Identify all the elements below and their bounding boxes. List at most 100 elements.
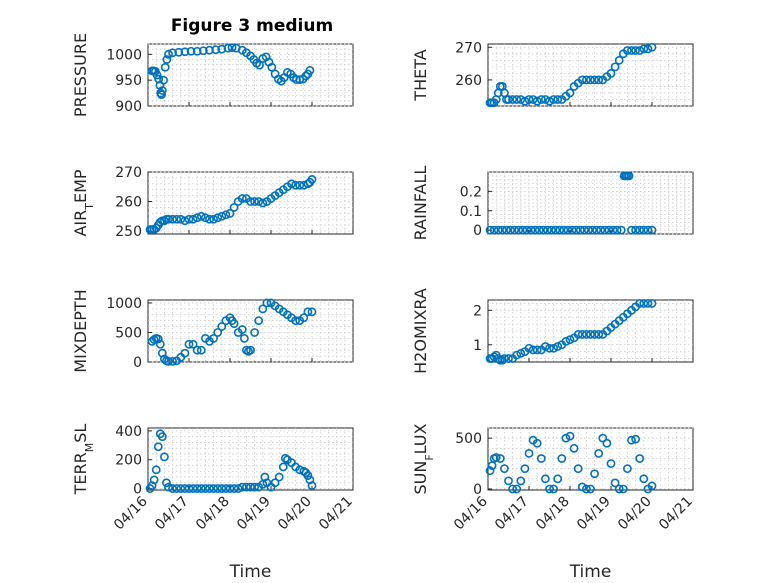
data-point	[545, 96, 554, 106]
data-point	[221, 484, 231, 493]
data-point	[538, 225, 548, 235]
data-point	[627, 225, 636, 235]
data-point	[571, 225, 581, 235]
data-point	[227, 43, 237, 53]
data-point	[209, 214, 218, 224]
data-point	[493, 225, 503, 235]
data-point	[635, 454, 645, 463]
subplot-h2omixra: 1 2 H2OMIXRA	[411, 288, 694, 374]
data-point	[217, 322, 227, 331]
x-tick-label: 04/18	[533, 494, 573, 534]
data-point	[237, 194, 247, 203]
data-point	[606, 459, 616, 468]
data-point	[225, 484, 235, 493]
data-point	[176, 484, 186, 493]
data-point	[164, 482, 173, 492]
data-point	[159, 75, 168, 85]
data-point	[543, 225, 552, 235]
data-point	[549, 95, 558, 104]
data-point	[504, 354, 513, 363]
y-tick-label: 0.2	[460, 184, 482, 200]
data-point	[577, 75, 587, 85]
subplot-terr: 0 200 400 04/16 04/17 04/18 04/19 04/20 04/21 TER…	[71, 424, 356, 582]
y-tick-label: 0	[473, 223, 482, 239]
x-tick-label: 04/18	[193, 494, 233, 534]
data-point	[196, 484, 206, 493]
data-point	[213, 484, 223, 493]
data-point	[579, 225, 589, 235]
y-tick-label: 2	[473, 303, 482, 319]
data-point	[569, 443, 579, 453]
subplot-air: 250 260 270 AIRTEMP	[71, 165, 354, 240]
data-point	[532, 345, 542, 355]
data-point	[233, 484, 243, 493]
data-point	[274, 472, 284, 482]
data-point	[180, 216, 190, 226]
data-point	[551, 225, 561, 235]
data-point	[485, 466, 495, 476]
data-point	[590, 469, 599, 479]
x-axis-label: Time	[569, 562, 612, 582]
data-point	[168, 214, 177, 224]
x-tick-label: 04/17	[492, 494, 532, 534]
y-axis-label: RAINFALL	[411, 166, 430, 241]
data-point	[291, 316, 300, 326]
data-point	[555, 225, 565, 235]
data-point	[241, 482, 251, 492]
data-point	[278, 462, 288, 472]
data-point	[192, 345, 202, 355]
data-point	[198, 46, 208, 56]
data-point	[582, 484, 591, 494]
data-point	[584, 225, 593, 235]
data-point	[532, 96, 542, 106]
data-point	[512, 484, 522, 494]
data-point	[635, 299, 645, 308]
data-point	[573, 330, 583, 339]
data-point	[520, 96, 530, 106]
data-point	[549, 343, 558, 353]
data-point	[196, 345, 206, 355]
data-point	[307, 174, 317, 184]
data-point	[168, 484, 177, 493]
data-point	[217, 211, 227, 221]
data-point	[604, 225, 614, 235]
x-tick-label: 04/21	[316, 494, 356, 534]
data-point	[174, 47, 184, 57]
data-point	[504, 95, 513, 104]
axes-frame	[487, 427, 694, 491]
data-point	[639, 225, 649, 235]
data-point	[582, 330, 591, 339]
data-point	[237, 325, 247, 334]
data-point	[303, 307, 313, 317]
data-point	[567, 225, 577, 235]
data-point	[267, 62, 277, 72]
data-point	[205, 214, 214, 224]
y-axis-label: THETA	[411, 49, 430, 101]
data-point	[495, 454, 505, 463]
data-point	[213, 213, 223, 223]
data-point	[624, 171, 634, 181]
y-tick-label: 1000	[106, 296, 142, 312]
data-point	[586, 75, 595, 85]
data-point	[237, 482, 247, 492]
x-tick-label: 04/21	[656, 494, 696, 534]
data-point	[217, 44, 227, 54]
y-axis-label: TERRMSL	[71, 424, 96, 496]
data-point	[258, 304, 268, 314]
data-point	[592, 225, 602, 235]
data-point	[506, 225, 515, 235]
data-point	[491, 453, 501, 462]
data-point	[528, 345, 538, 355]
data-point	[154, 74, 164, 84]
data-point	[590, 75, 599, 85]
data-point	[303, 471, 313, 480]
data-point	[639, 44, 649, 54]
data-point	[172, 484, 182, 493]
data-point	[530, 225, 540, 235]
data-point	[526, 225, 536, 235]
data-point	[192, 46, 202, 56]
y-tick-label: 1	[473, 338, 482, 354]
data-point	[627, 435, 636, 445]
data-point	[631, 225, 640, 235]
